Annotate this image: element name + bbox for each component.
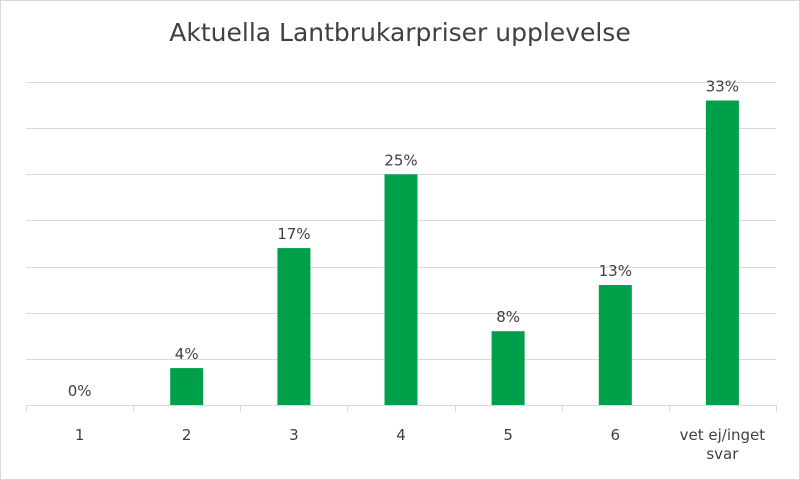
data-label: 0% <box>68 382 92 400</box>
x-tick-label: vet ej/inget svar <box>680 426 766 463</box>
data-label: 25% <box>384 151 417 169</box>
x-tick-label: 1 <box>75 426 85 444</box>
x-tick-label: 5 <box>503 426 513 444</box>
data-label: 8% <box>496 308 520 326</box>
bar-4 <box>384 174 418 405</box>
bars <box>170 100 739 405</box>
data-label: 4% <box>175 345 199 363</box>
data-labels: 0% 4% 17% 25% 8% 13% 33% <box>68 78 739 401</box>
chart-title: Aktuella Lantbrukarpriser upplevelse <box>169 18 631 47</box>
bar-5 <box>491 331 525 405</box>
data-label: 33% <box>706 78 739 96</box>
data-label: 17% <box>277 225 310 243</box>
bar-3 <box>277 248 311 405</box>
x-tick-label: 3 <box>289 426 299 444</box>
bar-7 <box>705 100 739 405</box>
x-tick-label: 2 <box>182 426 192 444</box>
bar-6 <box>598 285 632 405</box>
x-tick-label: 4 <box>396 426 406 444</box>
data-label: 13% <box>599 262 632 280</box>
x-axis: 1 2 3 4 5 6 vet ej/inget svar <box>26 405 777 463</box>
bar-2 <box>170 368 204 405</box>
x-tick-label: 6 <box>611 426 621 444</box>
